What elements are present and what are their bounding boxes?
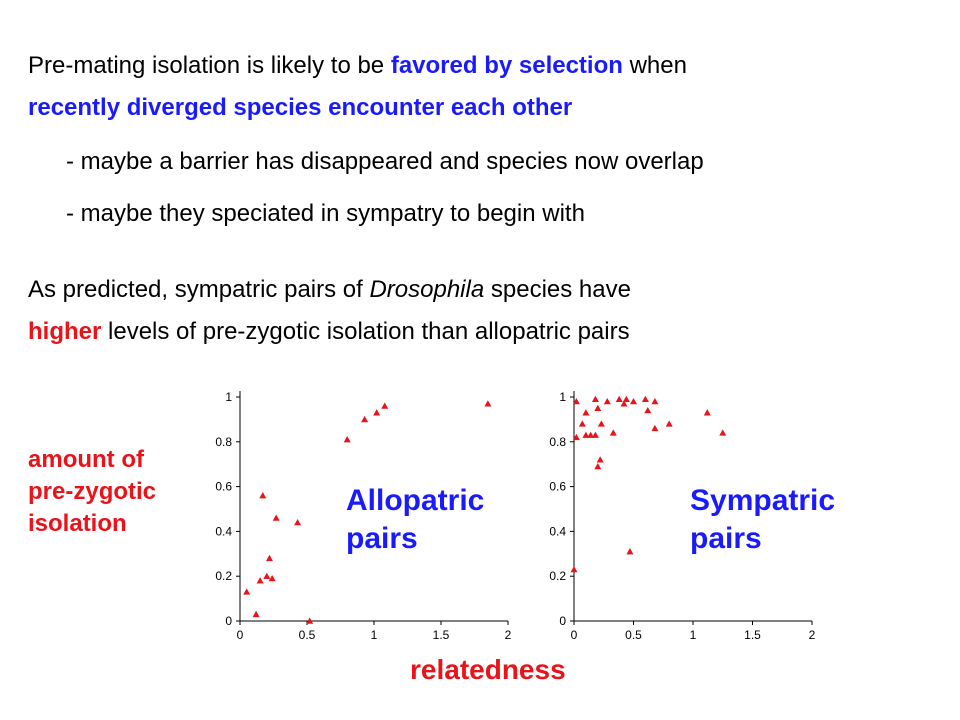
allopatric-data-point bbox=[361, 415, 369, 423]
allopatric-data-point bbox=[243, 588, 251, 595]
sympatric-data-point bbox=[651, 424, 659, 432]
allopatric-data-point bbox=[272, 514, 280, 521]
allopatric-x-tick-label: 1 bbox=[371, 628, 378, 642]
highlight-higher: higher bbox=[28, 318, 102, 345]
prediction-text-rest: levels of pre-zygotic isolation than all… bbox=[101, 318, 630, 345]
sympatric-data-point bbox=[591, 431, 599, 438]
sympatric-data-point bbox=[703, 409, 711, 416]
prediction-text-end: species have bbox=[484, 276, 631, 303]
allopatric-data-point bbox=[306, 617, 314, 624]
sympatric-data-point bbox=[620, 400, 628, 407]
allopatric-y-tick-label: 0 bbox=[225, 614, 232, 628]
allopatric-y-tick-label: 0.8 bbox=[215, 435, 232, 449]
sympatric-y-tick-label: 0.4 bbox=[549, 524, 566, 538]
sympatric-x-tick-label: 0 bbox=[571, 628, 578, 642]
sympatric-data-point bbox=[582, 431, 590, 438]
intro-text: Pre-mating isolation is likely to be bbox=[28, 52, 391, 79]
allopatric-x-tick-label: 1.5 bbox=[433, 628, 450, 642]
allopatric-y-tick-label: 0.6 bbox=[215, 480, 232, 494]
sympatric-data-point bbox=[644, 406, 652, 414]
allopatric-y-tick-label: 1 bbox=[225, 390, 232, 404]
sympatric-y-tick-label: 1 bbox=[559, 390, 566, 404]
sympatric-data-point bbox=[665, 420, 673, 427]
sympatric-data-point bbox=[609, 429, 617, 436]
x-axis-title: relatedness bbox=[410, 654, 566, 685]
sympatric-data-point bbox=[719, 429, 727, 436]
sympatric-x-tick-label: 0.5 bbox=[625, 628, 642, 642]
sympatric-data-point bbox=[570, 565, 578, 573]
genus-name: Drosophila bbox=[369, 276, 485, 303]
bullet-1: - maybe a barrier has disappeared and sp… bbox=[66, 148, 704, 175]
allopatric-label: Allopatric pairs bbox=[346, 482, 484, 558]
allopatric-data-point bbox=[484, 400, 492, 407]
allopatric-data-point bbox=[268, 574, 276, 582]
sympatric-y-tick-label: 0.8 bbox=[549, 435, 566, 449]
y-axis-title-line: pre-zygotic bbox=[28, 478, 157, 505]
sympatric-x-tick-label: 1 bbox=[690, 628, 697, 642]
y-axis-title-line: amount of bbox=[28, 446, 144, 473]
sympatric-data-point bbox=[596, 456, 604, 463]
allopatric-y-tick-label: 0.2 bbox=[215, 569, 232, 583]
allopatric-data-point bbox=[343, 436, 351, 443]
sympatric-y-tick-label: 0 bbox=[559, 614, 566, 628]
allopatric-data-point bbox=[259, 492, 267, 499]
allopatric-data-point bbox=[256, 577, 264, 584]
sympatric-data-point bbox=[597, 420, 605, 427]
sympatric-data-point bbox=[651, 397, 659, 405]
intro-line-1: Pre-mating isolation is likely to be fav… bbox=[28, 50, 687, 82]
sympatric-data-point bbox=[630, 397, 637, 405]
intro-line-2: recently diverged species encounter each… bbox=[28, 94, 573, 121]
sympatric-x-tick-label: 1.5 bbox=[744, 628, 761, 642]
sympatric-data-point bbox=[578, 420, 586, 427]
sympatric-label-line: Sympatric bbox=[690, 484, 836, 517]
sympatric-data-point bbox=[572, 397, 580, 405]
sympatric-data-point bbox=[587, 431, 595, 438]
sympatric-data-point bbox=[594, 462, 602, 470]
sympatric-label-line: pairs bbox=[690, 522, 762, 555]
sympatric-data-point bbox=[626, 548, 634, 555]
sympatric-data-point bbox=[591, 395, 599, 403]
sympatric-data-point bbox=[641, 395, 649, 403]
sympatric-x-tick-label: 2 bbox=[809, 628, 816, 642]
sympatric-label: Sympatric pairs bbox=[690, 482, 835, 558]
sympatric-data-point bbox=[582, 409, 590, 416]
allopatric-x-tick-label: 2 bbox=[505, 628, 512, 642]
bullet-2: - maybe they speciated in sympatry to be… bbox=[66, 200, 585, 227]
sympatric-data-point bbox=[622, 395, 630, 403]
prediction-line-1: As predicted, sympatric pairs of Drosoph… bbox=[28, 274, 631, 306]
sympatric-y-tick-label: 0.2 bbox=[549, 569, 566, 583]
sympatric-data-point bbox=[572, 433, 580, 441]
allopatric-data-point bbox=[381, 402, 389, 409]
prediction-text: As predicted, sympatric pairs of bbox=[28, 276, 370, 303]
y-axis-title: amount of pre-zygotic isolation bbox=[28, 444, 156, 540]
allopatric-label-line: pairs bbox=[346, 522, 418, 555]
sympatric-data-point bbox=[594, 404, 602, 411]
allopatric-y-tick-label: 0.4 bbox=[215, 524, 232, 538]
sympatric-data-point bbox=[603, 397, 611, 405]
allopatric-label-line: Allopatric bbox=[346, 484, 485, 517]
allopatric-x-tick-label: 0.5 bbox=[299, 628, 316, 642]
allopatric-data-point bbox=[373, 409, 381, 416]
intro-text-end: when bbox=[622, 52, 687, 79]
highlight-favored: favored by selection bbox=[390, 52, 623, 79]
y-axis-title-line: isolation bbox=[28, 510, 127, 537]
allopatric-data-point bbox=[294, 518, 302, 526]
sympatric-y-tick-label: 0.6 bbox=[549, 480, 566, 494]
allopatric-data-point bbox=[265, 554, 273, 562]
allopatric-data-point bbox=[263, 572, 271, 579]
prediction-line-2: higher levels of pre-zygotic isolation t… bbox=[28, 316, 630, 348]
sympatric-data-point bbox=[615, 395, 623, 403]
allopatric-data-point bbox=[252, 610, 260, 618]
allopatric-x-tick-label: 0 bbox=[237, 628, 244, 642]
